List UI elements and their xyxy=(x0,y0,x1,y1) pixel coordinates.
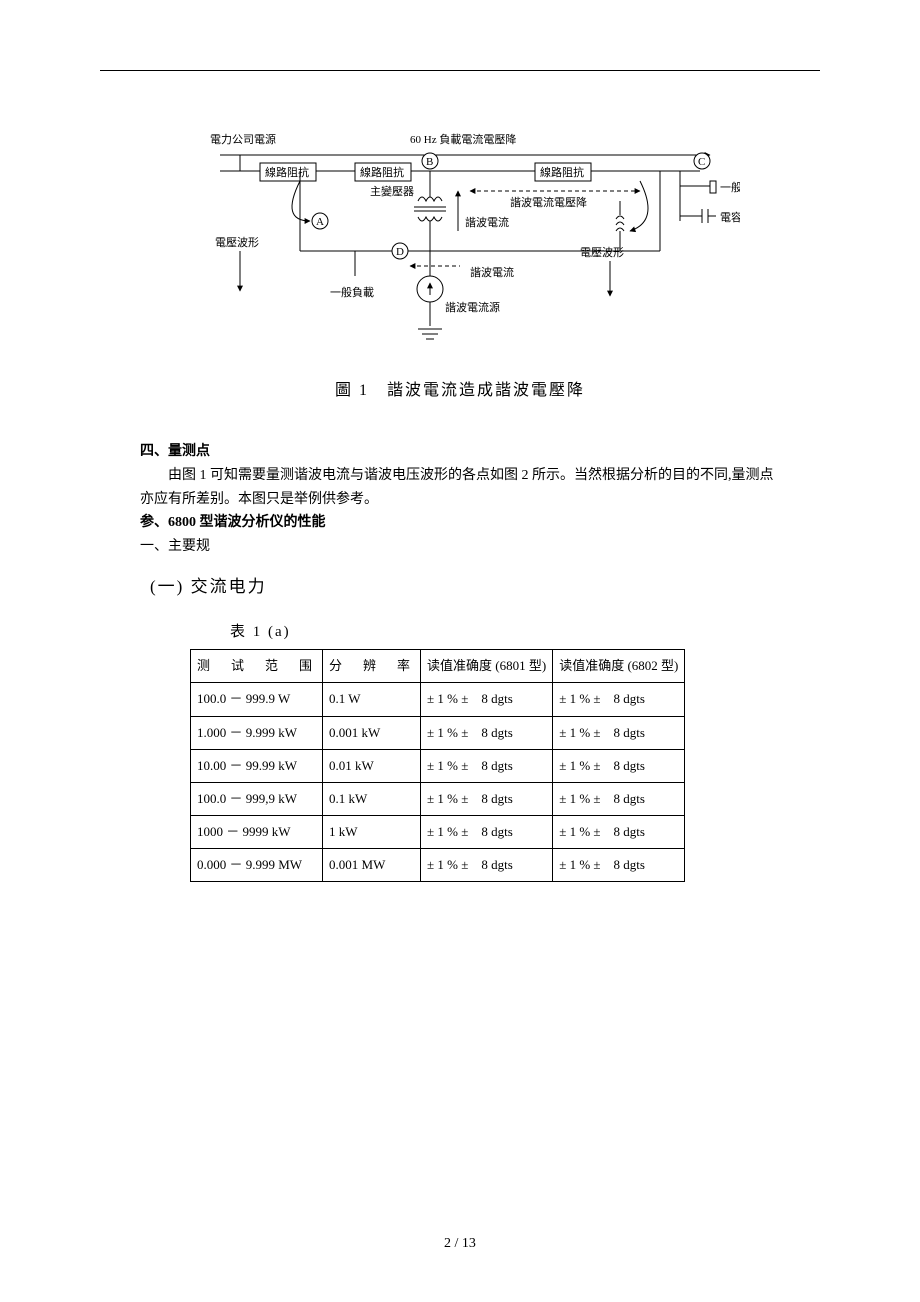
node-b: B xyxy=(426,156,433,168)
sec4-title: 四、量测点 xyxy=(140,440,780,464)
sec-can-sub: 一、主要规 xyxy=(140,535,780,559)
lbl-general-load2: 一般負載 xyxy=(330,286,374,299)
lbl-main-xfmr: 主變壓器 xyxy=(370,184,414,198)
th-acc-6802: 读值准确度 (6802 型) xyxy=(553,650,685,683)
circuit-diagram: 電力公司電源 60 Hz 負載電流電壓降 線路阻抗 線路阻抗 線路阻抗 B C … xyxy=(180,131,740,361)
table-row: 1000 － 9999 kW 1 kW ± 1 % ± 8 dgts ± 1 %… xyxy=(191,815,685,848)
th-range: 测 试 范 围 xyxy=(191,650,323,683)
sec-can-title: 参、6800 型谐波分析仪的性能 xyxy=(140,511,780,535)
table-header-row: 测 试 范 围 分 辨 率 读值准确度 (6801 型) 读值准确度 (6802… xyxy=(191,650,685,683)
table-label: 表 1 (a) xyxy=(230,620,780,646)
node-c: C xyxy=(698,156,705,168)
lbl-harm-src: 諧波電流源 xyxy=(445,300,500,314)
table-row: 10.00 － 99.99 kW 0.01 kW ± 1 % ± 8 dgts … xyxy=(191,749,685,782)
node-d: D xyxy=(396,246,404,258)
top-rule xyxy=(100,70,820,71)
lbl-harm-i2: 諧波電流 xyxy=(470,265,514,279)
sec4-p1: 由图 1 可知需要量测谐波电流与谐波电压波形的各点如图 2 所示。当然根据分析的… xyxy=(140,464,780,512)
lbl-v-wave1: 電壓波形 xyxy=(215,236,259,249)
th-acc-6801: 读值准确度 (6801 型) xyxy=(421,650,553,683)
page-number: 2 / 13 xyxy=(0,1236,920,1252)
lbl-cap-load: 電容性負載 xyxy=(720,210,740,224)
figure-caption: 圖 1 諧波電流造成諧波電壓降 xyxy=(100,376,820,400)
body-text: 四、量测点 由图 1 可知需要量测谐波电流与谐波电压波形的各点如图 2 所示。当… xyxy=(140,440,780,882)
lbl-line-imp2: 線路阻抗 xyxy=(360,165,404,179)
lbl-general-load1: 一般負載 xyxy=(720,181,740,194)
lbl-power-src: 電力公司電源 xyxy=(210,132,276,146)
diagram-container: 電力公司電源 60 Hz 負載電流電壓降 線路阻抗 線路阻抗 線路阻抗 B C … xyxy=(180,131,740,366)
page: 電力公司電源 60 Hz 負載電流電壓降 線路阻抗 線路阻抗 線路阻抗 B C … xyxy=(0,0,920,1302)
table-row: 100.0 － 999,9 kW 0.1 kW ± 1 % ± 8 dgts ±… xyxy=(191,782,685,815)
subsection: (一) 交流电力 xyxy=(150,573,780,602)
lbl-line-imp3: 線路阻抗 xyxy=(540,165,584,179)
node-a: A xyxy=(316,216,324,228)
table-row: 1.000 － 9.999 kW 0.001 kW ± 1 % ± 8 dgts… xyxy=(191,716,685,749)
lbl-harm-v-drop: 諧波電流電壓降 xyxy=(510,195,587,209)
lbl-harm-i1: 諧波電流 xyxy=(465,215,509,229)
table-row: 0.000 － 9.999 MW 0.001 MW ± 1 % ± 8 dgts… xyxy=(191,848,685,881)
th-resolution: 分 辨 率 xyxy=(323,650,421,683)
spec-table: 测 试 范 围 分 辨 率 读值准确度 (6801 型) 读值准确度 (6802… xyxy=(190,649,685,882)
table-row: 100.0 － 999.9 W 0.1 W ± 1 % ± 8 dgts ± 1… xyxy=(191,683,685,716)
lbl-60hz: 60 Hz 負載電流電壓降 xyxy=(410,132,516,146)
lbl-v-wave2: 電壓波形 xyxy=(580,246,624,259)
lbl-line-imp1: 線路阻抗 xyxy=(265,165,309,179)
